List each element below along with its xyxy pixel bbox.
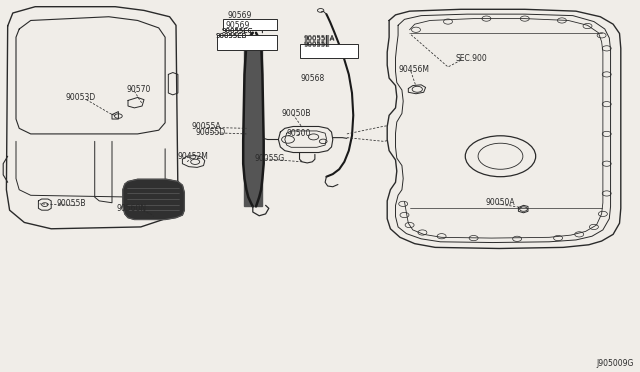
Text: 90055EC: 90055EC	[221, 28, 253, 33]
Circle shape	[245, 20, 254, 26]
Text: 90055EB: 90055EB	[215, 33, 246, 39]
Text: 90050A: 90050A	[485, 198, 515, 207]
Circle shape	[134, 180, 141, 185]
Text: 90055E: 90055E	[304, 42, 331, 48]
Text: 90055B: 90055B	[56, 199, 86, 208]
Text: 90055A: 90055A	[192, 122, 221, 131]
Text: 90055E: 90055E	[303, 41, 330, 47]
Polygon shape	[244, 37, 262, 206]
FancyBboxPatch shape	[217, 35, 277, 50]
Text: 90053D: 90053D	[65, 93, 95, 102]
Text: 90500: 90500	[287, 129, 311, 138]
Text: 90452M: 90452M	[178, 153, 209, 161]
Text: J905009G: J905009G	[596, 359, 634, 368]
Text: 90055G: 90055G	[255, 154, 285, 163]
Text: 90570: 90570	[127, 85, 151, 94]
Text: 90050B: 90050B	[282, 109, 311, 118]
Polygon shape	[123, 179, 184, 219]
Text: 90055EA: 90055EA	[304, 36, 335, 42]
Text: 90055EA: 90055EA	[303, 35, 335, 41]
Text: 90568: 90568	[301, 74, 325, 83]
Circle shape	[163, 180, 170, 185]
Text: 90055EC: 90055EC	[221, 28, 253, 33]
FancyBboxPatch shape	[300, 44, 358, 58]
Text: SEC.900: SEC.900	[456, 54, 488, 63]
Text: 90055D: 90055D	[196, 128, 226, 137]
Text: 90560N: 90560N	[116, 204, 147, 213]
Text: 90569: 90569	[225, 21, 250, 30]
FancyBboxPatch shape	[223, 19, 277, 30]
Text: 90055EB: 90055EB	[215, 33, 246, 39]
Text: 90456M: 90456M	[398, 65, 429, 74]
Text: 90569: 90569	[228, 11, 252, 20]
